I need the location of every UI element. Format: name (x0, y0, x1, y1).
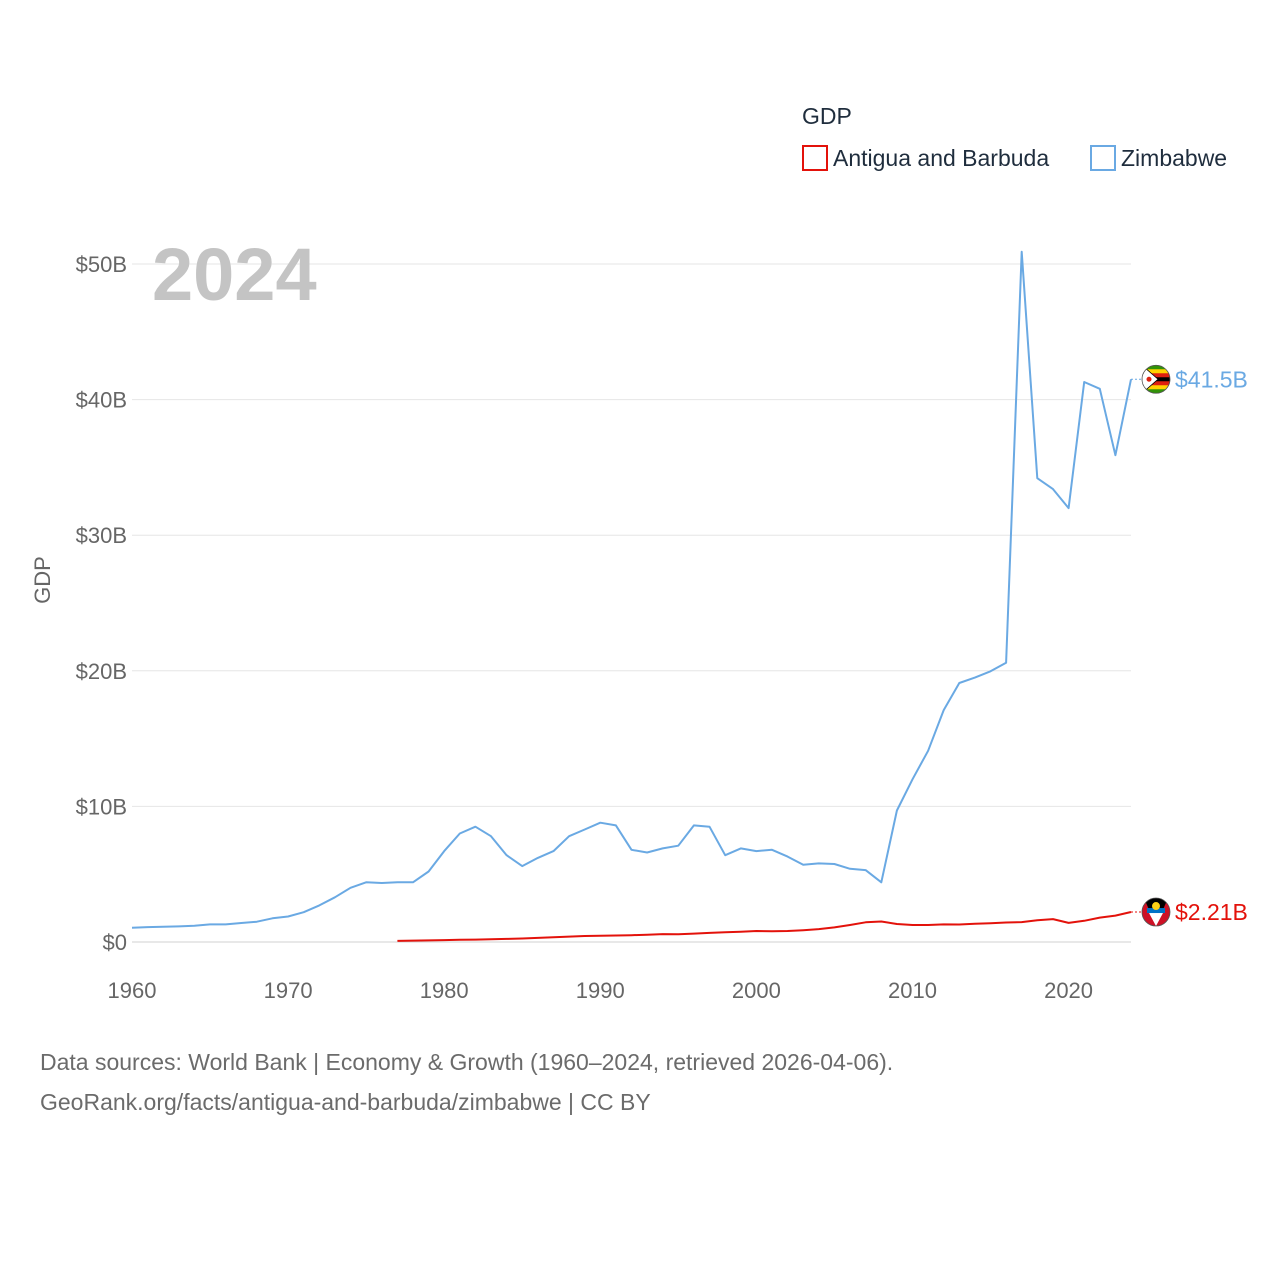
x-tick-label: 1960 (108, 978, 157, 1003)
footer-source-line: Data sources: World Bank | Economy & Gro… (40, 1049, 894, 1075)
y-tick-label: $40B (76, 388, 127, 413)
x-tick-label: 2020 (1044, 978, 1093, 1003)
x-tick-label: 2000 (732, 978, 781, 1003)
footer-link-line[interactable]: GeoRank.org/facts/antigua-and-barbuda/zi… (40, 1089, 651, 1115)
legend-title: GDP (802, 103, 852, 129)
x-tick-label: 1980 (420, 978, 469, 1003)
legend-item-antigua[interactable]: Antigua and Barbuda (802, 145, 1049, 171)
y-tick-label: $20B (76, 659, 127, 684)
legend-label-antigua: Antigua and Barbuda (833, 145, 1049, 171)
antigua-and-barbuda-flag-icon (1141, 897, 1171, 927)
legend-label-zimbabwe: Zimbabwe (1121, 145, 1227, 171)
footer: Data sources: World Bank | Economy & Gro… (40, 1042, 893, 1122)
legend-swatch-zimbabwe (1090, 145, 1116, 171)
legend-item-zimbabwe[interactable]: Zimbabwe (1090, 145, 1227, 171)
y-tick-label: $50B (76, 252, 127, 277)
y-tick-label: $30B (76, 523, 127, 548)
series-line-1 (131, 250, 1132, 929)
series-lines (131, 250, 1132, 942)
y-tick-label: $0 (103, 930, 127, 955)
x-tick-label: 2010 (888, 978, 937, 1003)
year-watermark: 2024 (152, 233, 317, 316)
legend: GDP Antigua and Barbuda Zimbabwe (802, 103, 1227, 171)
y-axis-label: GDP (30, 556, 55, 604)
legend-swatch-antigua (802, 145, 828, 171)
x-tick-label: 1990 (576, 978, 625, 1003)
end-labels: $2.21B $41.5B (1131, 364, 1248, 927)
end-value-label: $41.5B (1175, 366, 1248, 392)
x-axis-ticks: 1960 1970 1980 1990 2000 2010 2020 (108, 978, 1094, 1003)
end-value-label: $2.21B (1175, 899, 1248, 925)
grid-lines (132, 263, 1131, 943)
y-tick-label: $10B (76, 794, 127, 819)
zimbabwe-flag-icon (1141, 364, 1171, 394)
y-axis-ticks: $0 $10B $20B $30B $40B $50B (76, 252, 127, 955)
series-line-0 (397, 911, 1132, 942)
x-tick-label: 1970 (264, 978, 313, 1003)
